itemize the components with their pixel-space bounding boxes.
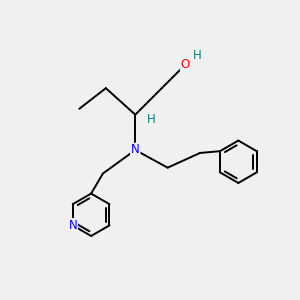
Text: H: H [147, 113, 156, 127]
Text: H: H [193, 49, 202, 62]
Text: O: O [181, 58, 190, 71]
Text: N: N [131, 143, 140, 157]
Text: N: N [68, 219, 77, 232]
